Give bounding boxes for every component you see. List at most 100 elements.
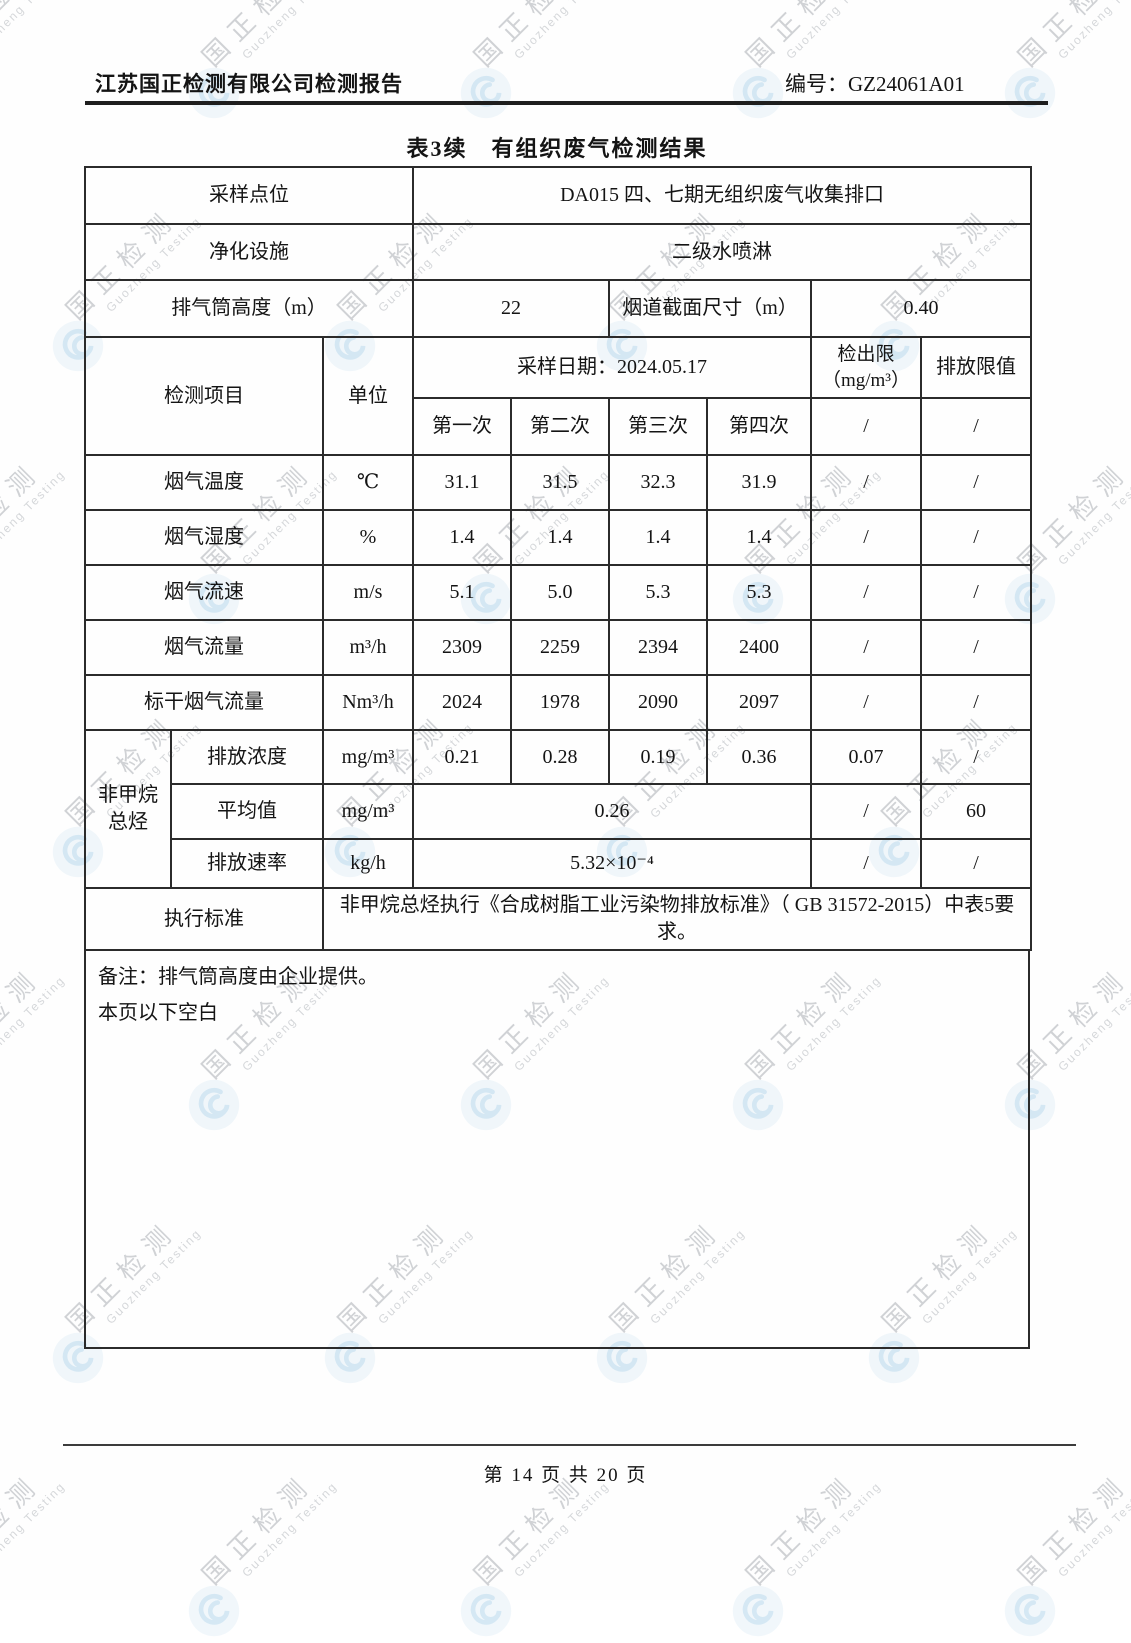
value-cell: 5.0 bbox=[510, 564, 610, 621]
item-label-cell: 烟气流量 bbox=[84, 619, 324, 676]
value-cell: 32.3 bbox=[608, 454, 708, 511]
value-cell: 2394 bbox=[608, 619, 708, 676]
unit-cell: % bbox=[322, 509, 414, 566]
value-cell: 0.36 bbox=[706, 729, 812, 785]
value-cell: 2309 bbox=[412, 619, 512, 676]
flue-section-label: 烟道截面尺寸（m） bbox=[608, 279, 812, 338]
note-line-2: 本页以下空白 bbox=[98, 1002, 218, 1024]
table-row: 非甲烷 总烃 排放浓度 mg/m³ 0.21 0.28 0.19 0.36 0.… bbox=[84, 729, 1033, 889]
stack-height-label: 排气筒高度（m） bbox=[84, 279, 414, 338]
detection-limit-cell: / bbox=[810, 509, 922, 566]
table-row: 标干烟气流量 Nm³/h 2024 1978 2090 2097 / / bbox=[84, 674, 1033, 731]
detection-limit-cell: / bbox=[810, 674, 922, 731]
notes-box: 备注：排气筒高度由企业提供。 本页以下空白 bbox=[84, 951, 1030, 1349]
col-header-unit: 单位 bbox=[322, 336, 414, 456]
standard-label: 执行标准 bbox=[84, 887, 324, 951]
value-cell: 2259 bbox=[510, 619, 610, 676]
header-rule bbox=[85, 101, 1048, 105]
detection-limit-cell: / bbox=[810, 454, 922, 511]
stack-height-value: 22 bbox=[412, 279, 610, 338]
table-header-row: 第一次 第二次 第三次 第四次 / / bbox=[85, 397, 1033, 456]
emission-limit-cell: / bbox=[919, 674, 1033, 731]
col-header-run-1: 第一次 bbox=[412, 397, 512, 456]
detection-limit-cell: / bbox=[810, 564, 922, 621]
value-cell: 5.1 bbox=[412, 564, 512, 621]
value-cell: 0.19 bbox=[608, 729, 708, 785]
value-cell: 31.5 bbox=[510, 454, 610, 511]
emission-limit-cell: / bbox=[919, 454, 1033, 511]
document-content: 江苏国正检测有限公司检测报告 编号：GZ24061A01 表3续 有组织废气检测… bbox=[63, 72, 1076, 1486]
footer-rule bbox=[63, 1444, 1076, 1446]
col-header-item: 检测项目 bbox=[84, 336, 324, 456]
unit-cell: m/s bbox=[322, 564, 414, 621]
value-cell: 1.4 bbox=[608, 509, 708, 566]
page-number: 第 14 页 共 20 页 bbox=[483, 1465, 648, 1486]
item-label-cell: 烟气流速 bbox=[84, 564, 324, 621]
detection-limit-run-cell: / bbox=[810, 397, 922, 456]
table-row: 烟气流速 m/s 5.1 5.0 5.3 5.3 / / bbox=[84, 564, 1033, 621]
unit-cell: ℃ bbox=[322, 454, 414, 511]
emission-limit-cell: / bbox=[919, 509, 1033, 566]
table-row: 净化设施 二级水喷淋 bbox=[84, 223, 1033, 281]
standard-value: 非甲烷总烃执行《合成树脂工业污染物排放标准》（ GB 31572-2015）中表… bbox=[321, 887, 1033, 951]
emission-limit-cell: / bbox=[919, 729, 1033, 785]
item-label-cell: 排放浓度 bbox=[170, 729, 324, 785]
value-cell: 5.3 bbox=[706, 564, 812, 621]
sampling-point-label: 采样点位 bbox=[84, 166, 414, 225]
item-label-cell: 烟气温度 bbox=[84, 454, 324, 511]
value-cell: 31.9 bbox=[706, 454, 812, 511]
value-cell: 0.21 bbox=[412, 729, 512, 785]
value-cell: 1978 bbox=[510, 674, 610, 731]
value-cell: 1.4 bbox=[510, 509, 610, 566]
flue-section-value: 0.40 bbox=[809, 279, 1033, 338]
value-cell: 0.28 bbox=[510, 729, 610, 785]
table-row: 烟气流量 m³/h 2309 2259 2394 2400 / / bbox=[84, 619, 1033, 676]
value-cell: 2024 bbox=[412, 674, 512, 731]
col-header-run-2: 第二次 bbox=[510, 397, 610, 456]
emission-limit-cell: / bbox=[919, 838, 1033, 889]
item-label-cell: 烟气湿度 bbox=[84, 509, 324, 566]
detection-limit-cell: / bbox=[810, 783, 922, 840]
table-row: 采样点位 DA015 四、七期无组织废气收集排口 bbox=[84, 166, 1033, 225]
unit-cell: mg/m³ bbox=[322, 783, 414, 840]
col-header-detection-limit: 检出限 （mg/m³） bbox=[810, 336, 922, 399]
table-title: 表3续 有组织废气检测结果 bbox=[406, 136, 708, 161]
value-cell: 2097 bbox=[706, 674, 812, 731]
col-header-run-4: 第四次 bbox=[706, 397, 812, 456]
emission-limit-cell: / bbox=[919, 619, 1033, 676]
table-header-row: 检测项目 单位 采样日期：2024.05.17 检出限 （mg/m³） 排放限值 bbox=[84, 336, 1033, 456]
emission-results-table: 采样点位 DA015 四、七期无组织废气收集排口 净化设施 二级水喷淋 排气筒高… bbox=[84, 166, 1033, 951]
value-cell: 31.1 bbox=[412, 454, 512, 511]
unit-cell: mg/m³ bbox=[322, 729, 414, 785]
report-header-company-title: 江苏国正检测有限公司检测报告 bbox=[95, 72, 403, 96]
col-header-run-3: 第三次 bbox=[608, 397, 708, 456]
rate-value-cell: 5.32×10⁻⁴ bbox=[412, 838, 812, 889]
detection-limit-cell: / bbox=[810, 838, 922, 889]
report-number: 编号：GZ24061A01 bbox=[785, 72, 965, 96]
detection-limit-cell: / bbox=[810, 619, 922, 676]
col-header-sample-date: 采样日期：2024.05.17 bbox=[412, 336, 812, 399]
item-label-cell: 排放速率 bbox=[170, 838, 324, 889]
value-cell: 1.4 bbox=[412, 509, 512, 566]
table-row: 排放速率 kg/h 5.32×10⁻⁴ / / bbox=[85, 838, 1033, 889]
nmhc-group-label: 非甲烷 总烃 bbox=[84, 729, 172, 889]
table-row: 烟气湿度 % 1.4 1.4 1.4 1.4 / / bbox=[84, 509, 1033, 566]
table-row: 平均值 mg/m³ 0.26 / 60 bbox=[85, 783, 1033, 840]
unit-cell: m³/h bbox=[322, 619, 414, 676]
emission-limit-run-cell: / bbox=[919, 397, 1033, 456]
unit-cell: kg/h bbox=[322, 838, 414, 889]
value-cell: 2090 bbox=[608, 674, 708, 731]
note-line-1: 备注：排气筒高度由企业提供。 bbox=[98, 966, 378, 988]
purification-facility-value: 二级水喷淋 bbox=[411, 223, 1033, 281]
emission-limit-cell: 60 bbox=[919, 783, 1033, 840]
table-row: 烟气温度 ℃ 31.1 31.5 32.3 31.9 / / bbox=[84, 454, 1033, 511]
average-value-cell: 0.26 bbox=[412, 783, 812, 840]
value-cell: 2400 bbox=[706, 619, 812, 676]
purification-facility-label: 净化设施 bbox=[84, 223, 414, 281]
value-cell: 1.4 bbox=[706, 509, 812, 566]
results-table-wrapper: 采样点位 DA015 四、七期无组织废气收集排口 净化设施 二级水喷淋 排气筒高… bbox=[84, 166, 1033, 1349]
table-row: 排气筒高度（m） 22 烟道截面尺寸（m） 0.40 bbox=[84, 279, 1033, 338]
item-label-cell: 平均值 bbox=[170, 783, 324, 840]
value-cell: 5.3 bbox=[608, 564, 708, 621]
